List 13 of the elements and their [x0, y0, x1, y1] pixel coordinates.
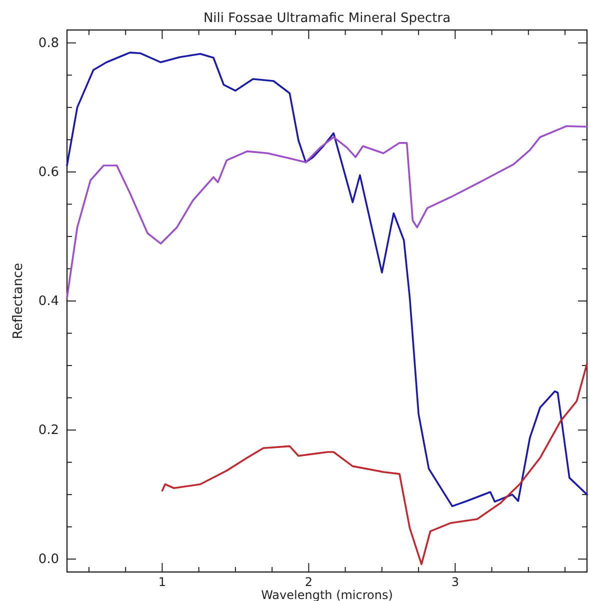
y-axis-title: Reflectance: [11, 262, 26, 340]
y-tick-label: 0.2: [38, 423, 59, 438]
y-tick-label: 0.0: [38, 552, 59, 568]
y-tick-label: 0.4: [38, 294, 59, 309]
chart-title: Nili Fossae Ultramafic Mineral Spectra: [203, 11, 451, 26]
y-tick-label: 0.6: [38, 164, 59, 180]
line-series: [66, 52, 588, 508]
line-series: [66, 125, 588, 299]
x-tick-label: 1: [158, 575, 166, 589]
line-series: [161, 362, 588, 566]
y-tick-label: 0.8: [38, 36, 59, 51]
x-tick-label: 3: [451, 575, 459, 589]
x-tick-label: 2: [304, 575, 313, 589]
